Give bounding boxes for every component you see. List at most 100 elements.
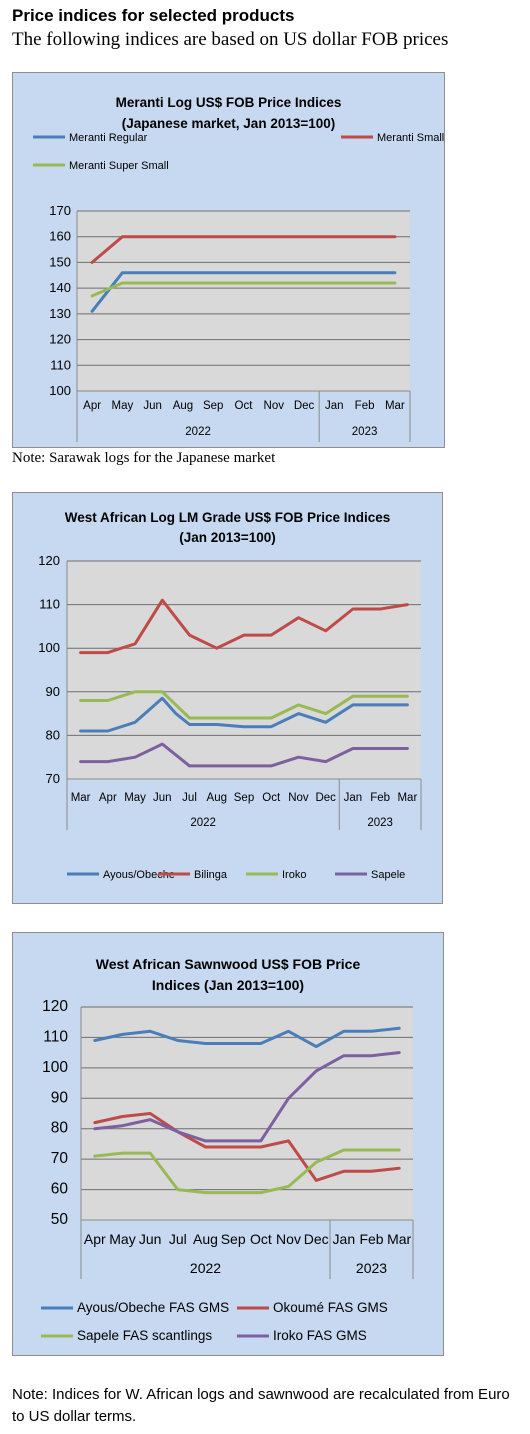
x-tick-label: Mar xyxy=(387,1231,411,1247)
y-tick-label: 50 xyxy=(51,1211,69,1228)
y-tick-label: 140 xyxy=(49,280,71,295)
year-label: 2023 xyxy=(367,817,393,829)
year-label: 2022 xyxy=(190,1260,221,1276)
x-tick-label: Sep xyxy=(221,1231,246,1247)
year-label: 2023 xyxy=(356,1260,387,1276)
chart-title: West African Log LM Grade US$ FOB Price … xyxy=(65,510,391,525)
x-tick-label: Mar xyxy=(71,792,91,804)
legend-label-2: Bilinga xyxy=(194,869,228,881)
x-tick-label: Jun xyxy=(153,792,172,804)
series-line-1 xyxy=(79,696,409,733)
y-tick-label: 70 xyxy=(46,771,60,786)
x-tick-label: Jun xyxy=(139,1231,162,1247)
y-tick-label: 110 xyxy=(50,357,71,372)
x-tick-label: Jan xyxy=(333,1231,356,1247)
y-tick-label: 100 xyxy=(49,383,71,398)
x-tick-label: May xyxy=(112,400,134,412)
x-tick-label: Apr xyxy=(99,792,117,804)
y-tick-label: 90 xyxy=(46,684,60,699)
y-tick-label: 170 xyxy=(49,203,71,218)
legend-label-2: Okoumé FAS GMS xyxy=(273,1300,388,1315)
series-line-2 xyxy=(79,598,409,655)
chart-subtitle: (Japanese market, Jan 2013=100) xyxy=(122,116,336,131)
x-tick-label: Jan xyxy=(325,400,344,412)
y-tick-label: 80 xyxy=(46,727,60,742)
x-tick-label: Sep xyxy=(234,792,254,804)
y-tick-label: 110 xyxy=(43,1028,68,1045)
legend-label-1: Ayous/Obeche xyxy=(103,869,175,881)
y-tick-label: 120 xyxy=(42,998,68,1015)
legend-label-4: Iroko FAS GMS xyxy=(273,1328,367,1343)
y-tick-label: 160 xyxy=(49,229,71,244)
x-tick-label: Jun xyxy=(143,400,162,412)
recalculation-note: Note: Indices for W. African logs and sa… xyxy=(12,1386,510,1425)
west-african-sawnwood-chart-panel: West African Sawnwood US$ FOB Price Indic… xyxy=(12,932,444,1356)
series-line-4 xyxy=(93,1051,401,1143)
series-line-3 xyxy=(79,690,409,720)
y-tick-label: 90 xyxy=(51,1089,69,1106)
legend-label-2: Meranti Small xyxy=(377,132,444,144)
y-tick-label: 100 xyxy=(38,640,60,655)
legend-label-1: Ayous/Obeche FAS GMS xyxy=(77,1300,229,1315)
west-african-sawnwood-chart: West African Sawnwood US$ FOB Price Indic… xyxy=(41,956,414,1343)
x-tick-label: Oct xyxy=(250,1231,272,1247)
x-tick-label: Dec xyxy=(315,792,336,804)
x-tick-label: Jan xyxy=(344,792,363,804)
legend-label-1: Meranti Regular xyxy=(69,132,148,144)
plot-area xyxy=(67,561,421,779)
y-tick-label: 130 xyxy=(49,306,71,321)
x-tick-label: Aug xyxy=(207,792,227,804)
legend-label-3: Iroko xyxy=(282,869,306,881)
series-line-1 xyxy=(90,271,397,313)
x-tick-label: Apr xyxy=(84,1231,106,1247)
year-label: 2022 xyxy=(190,817,216,829)
plot-area xyxy=(81,1007,413,1220)
page-subheading: The following indices are based on US do… xyxy=(12,29,449,50)
west-african-log-chart-panel: West African Log LM Grade US$ FOB Price … xyxy=(12,492,443,904)
series-line-2 xyxy=(90,235,397,264)
x-tick-label: Nov xyxy=(264,400,285,412)
x-tick-label: Feb xyxy=(355,400,375,412)
x-tick-label: Oct xyxy=(235,400,254,412)
x-tick-label: Feb xyxy=(370,792,390,804)
x-tick-label: Dec xyxy=(294,400,315,412)
series-line-3 xyxy=(90,281,397,298)
legend-label-3: Sapele FAS scantlings xyxy=(77,1328,212,1343)
x-tick-label: Aug xyxy=(173,400,193,412)
chart-subtitle: Indices (Jan 2013=100) xyxy=(152,977,304,993)
meranti-chart-panel: Meranti Log US$ FOB Price Indices (Japane… xyxy=(12,72,445,448)
x-tick-label: Nov xyxy=(288,792,309,804)
y-tick-label: 120 xyxy=(49,332,71,347)
plot-area xyxy=(77,211,410,391)
series-line-2 xyxy=(93,1112,401,1182)
y-tick-label: 120 xyxy=(38,553,60,568)
x-tick-label: Jul xyxy=(169,1231,187,1247)
y-tick-label: 80 xyxy=(51,1120,69,1137)
meranti-chart: Meranti Log US$ FOB Price Indices (Japane… xyxy=(33,95,444,442)
x-tick-label: May xyxy=(124,792,146,804)
x-tick-label: May xyxy=(109,1231,135,1247)
y-tick-label: 100 xyxy=(42,1059,68,1076)
x-tick-label: Sep xyxy=(203,400,223,412)
y-tick-label: 110 xyxy=(39,597,60,612)
page-heading: Price indices for selected products xyxy=(12,6,295,25)
series-line-3 xyxy=(93,1148,401,1195)
series-line-4 xyxy=(79,742,409,768)
legend-label-3: Meranti Super Small xyxy=(69,160,169,172)
x-tick-label: Dec xyxy=(304,1231,329,1247)
x-tick-label: Mar xyxy=(397,792,417,804)
x-tick-label: Aug xyxy=(193,1231,218,1247)
chart-title: West African Sawnwood US$ FOB Price xyxy=(96,956,361,972)
series-line-1 xyxy=(93,1026,401,1049)
x-tick-label: Apr xyxy=(83,400,101,412)
west-african-log-chart: West African Log LM Grade US$ FOB Price … xyxy=(38,510,422,881)
x-tick-label: Jul xyxy=(182,792,197,804)
x-tick-label: Mar xyxy=(385,400,405,412)
sarawak-note: Note: Sarawak logs for the Japanese mark… xyxy=(12,450,276,466)
y-tick-label: 150 xyxy=(49,254,71,269)
chart-title: Meranti Log US$ FOB Price Indices xyxy=(116,95,342,110)
legend-label-4: Sapele xyxy=(371,869,405,881)
y-tick-label: 60 xyxy=(51,1181,69,1198)
x-tick-label: Nov xyxy=(276,1231,301,1247)
x-tick-label: Feb xyxy=(359,1231,383,1247)
